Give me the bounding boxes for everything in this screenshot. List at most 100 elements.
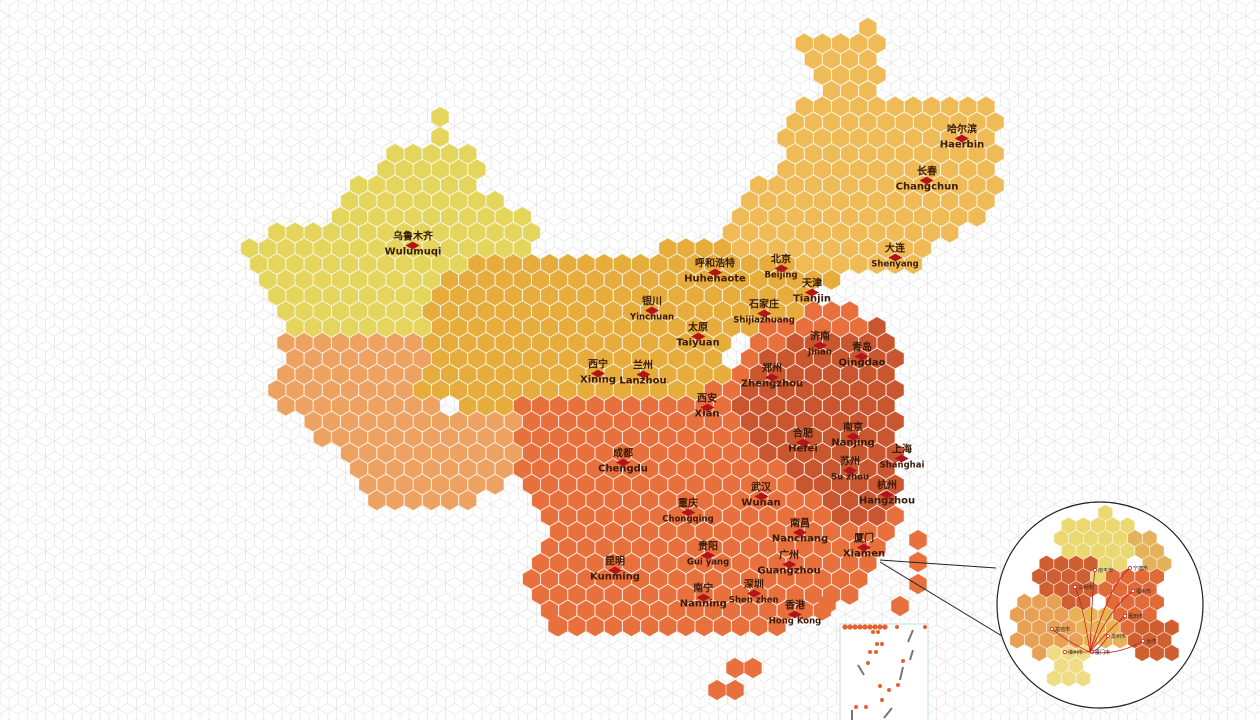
city-marker[interactable]: 大连 Shenyang <box>871 244 918 271</box>
city-marker[interactable]: 深圳 Shen zhen <box>729 580 779 607</box>
city-marker[interactable]: 武汉 Wuhan <box>741 483 780 510</box>
hex-tile-tibet <box>458 489 477 511</box>
city-marker[interactable]: 哈尔滨 Haerbin <box>940 125 985 152</box>
hex-tile-xinjiang <box>385 237 405 259</box>
hex-tile-east <box>867 474 887 495</box>
hex-tile-south <box>713 458 732 480</box>
hex-tile-south <box>704 568 723 590</box>
hex-tile-xinjiang <box>349 206 368 228</box>
hex-tile-east <box>867 505 887 527</box>
hex-tile-east <box>758 411 777 432</box>
city-marker[interactable]: 天津 Tianjin <box>793 279 831 306</box>
hex-tile-south <box>622 489 641 511</box>
hex-tile-northeast <box>804 237 823 259</box>
hex-tile-tibet <box>422 426 441 448</box>
city-marker[interactable]: 南昌 Nanchang <box>772 519 828 546</box>
hex-tile-central <box>667 316 686 338</box>
city-marker[interactable]: 上海 Shanghai <box>880 445 925 472</box>
inset-hex-tile <box>1134 619 1150 636</box>
hex-tile-central <box>667 379 686 401</box>
inset-hex-tile <box>1053 606 1069 624</box>
inset-city-dot <box>1131 589 1135 593</box>
hex-tile-east <box>795 348 814 369</box>
city-marker[interactable]: 兰州 Lanzhou <box>619 361 666 388</box>
hex-tile-south <box>740 600 759 621</box>
hex-tile-northeast <box>822 111 841 133</box>
hex-tile-northeast <box>840 143 859 165</box>
city-marker[interactable]: 北京 Beijing <box>764 255 797 282</box>
city-marker[interactable]: 长春 Changchun <box>896 167 959 194</box>
city-marker[interactable]: 西宁 Xining <box>580 360 616 387</box>
city-marker[interactable]: 呼和浩特 Huhehaote <box>684 259 746 286</box>
hex-tile-central <box>613 285 632 306</box>
city-marker[interactable]: 厦门 Xiamen <box>843 534 885 561</box>
city-marker[interactable]: 南宁 Nanning <box>680 584 727 611</box>
city-marker[interactable]: 西安 Xian <box>694 394 719 421</box>
city-marker[interactable]: 广州 Guangzhou <box>757 551 820 578</box>
city-marker[interactable]: 南京 Nanjing <box>831 423 874 450</box>
hex-tile-tibet <box>467 474 486 495</box>
hex-tile-northeast <box>849 64 868 86</box>
hex-tile-xinjiang <box>313 237 332 259</box>
hex-tile-xinjiang <box>413 222 432 243</box>
hex-tile-xinjiang <box>340 316 359 338</box>
hex-tile-northeast <box>786 111 805 133</box>
city-marker[interactable]: 银川 Yinchuan <box>630 297 674 324</box>
hex-tile-central <box>485 379 505 401</box>
hex-tile-xinjiang <box>395 190 414 212</box>
hex-tile-northeast <box>858 48 877 70</box>
city-marker[interactable]: 太原 Taiyuan <box>676 323 719 350</box>
hex-tile-xinjiang <box>367 269 386 291</box>
inset-hex-tile <box>1083 555 1099 573</box>
hex-tile-northeast <box>840 206 859 228</box>
hex-tile-tibet <box>431 474 450 495</box>
hex-tile-northeast <box>740 222 759 243</box>
hex-tile-central <box>758 285 777 306</box>
hex-tile-tibet <box>449 411 468 432</box>
hex-tile-tibet <box>349 395 368 417</box>
callout-line <box>879 559 997 569</box>
city-marker[interactable]: 香港 Hong Kong <box>769 601 821 628</box>
hex-tile-south <box>804 584 823 606</box>
hex-tile-central <box>613 316 632 338</box>
hex-tile-central <box>549 300 568 322</box>
inset-hex-tile <box>1031 619 1047 636</box>
hex-tile-island <box>726 657 744 679</box>
city-marker[interactable]: 杭州 Hangzhou <box>859 481 915 508</box>
inset-hex-tile <box>1046 619 1062 636</box>
city-marker[interactable]: 昆明 Kunming <box>590 557 640 584</box>
city-marker[interactable]: 成都 Chengdu <box>598 449 648 476</box>
city-marker[interactable]: 苏州 Su zhou <box>831 457 869 484</box>
hex-tile-tibet <box>495 426 514 448</box>
hex-tile-tibet <box>413 474 432 495</box>
hex-tile-south <box>749 458 768 480</box>
inset-city-dot <box>1093 568 1097 572</box>
hex-tile-island <box>431 106 449 128</box>
city-marker[interactable]: 济南 Jinan <box>808 332 832 359</box>
hex-tile-tibet <box>367 395 386 417</box>
hex-tile-tibet <box>485 442 505 464</box>
city-marker[interactable]: 石家庄 Shijiazhuang <box>733 300 795 327</box>
city-marker[interactable]: 乌鲁木齐 Wulumuqi <box>385 232 442 259</box>
hex-tile-central <box>440 269 459 291</box>
hex-tile-northeast <box>813 33 832 54</box>
hex-tile-xinjiang <box>367 237 386 259</box>
hex-tile-east <box>786 363 805 385</box>
city-marker[interactable]: 郑州 Zhengzhou <box>741 364 803 391</box>
hex-tile-xinjiang <box>331 269 350 291</box>
hex-tile-tibet <box>367 426 386 448</box>
inset-hex-tile <box>1083 529 1099 547</box>
city-marker[interactable]: 合肥 Hefei <box>788 429 818 456</box>
hex-tile-central <box>495 363 514 385</box>
hex-tile-northeast <box>795 33 814 54</box>
city-marker[interactable]: 青岛 Qingdao <box>839 343 886 370</box>
hex-tile-xinjiang <box>395 316 414 338</box>
hex-tile-northeast <box>886 96 905 117</box>
hex-tile-central <box>485 285 505 306</box>
hex-tile-northeast <box>904 190 923 212</box>
city-marker[interactable]: 重庆 Chongqing <box>662 499 713 526</box>
hex-tile-northeast <box>922 190 941 212</box>
hex-tile-central <box>476 363 496 385</box>
city-marker[interactable]: 贵阳 Gui yang <box>687 542 729 569</box>
